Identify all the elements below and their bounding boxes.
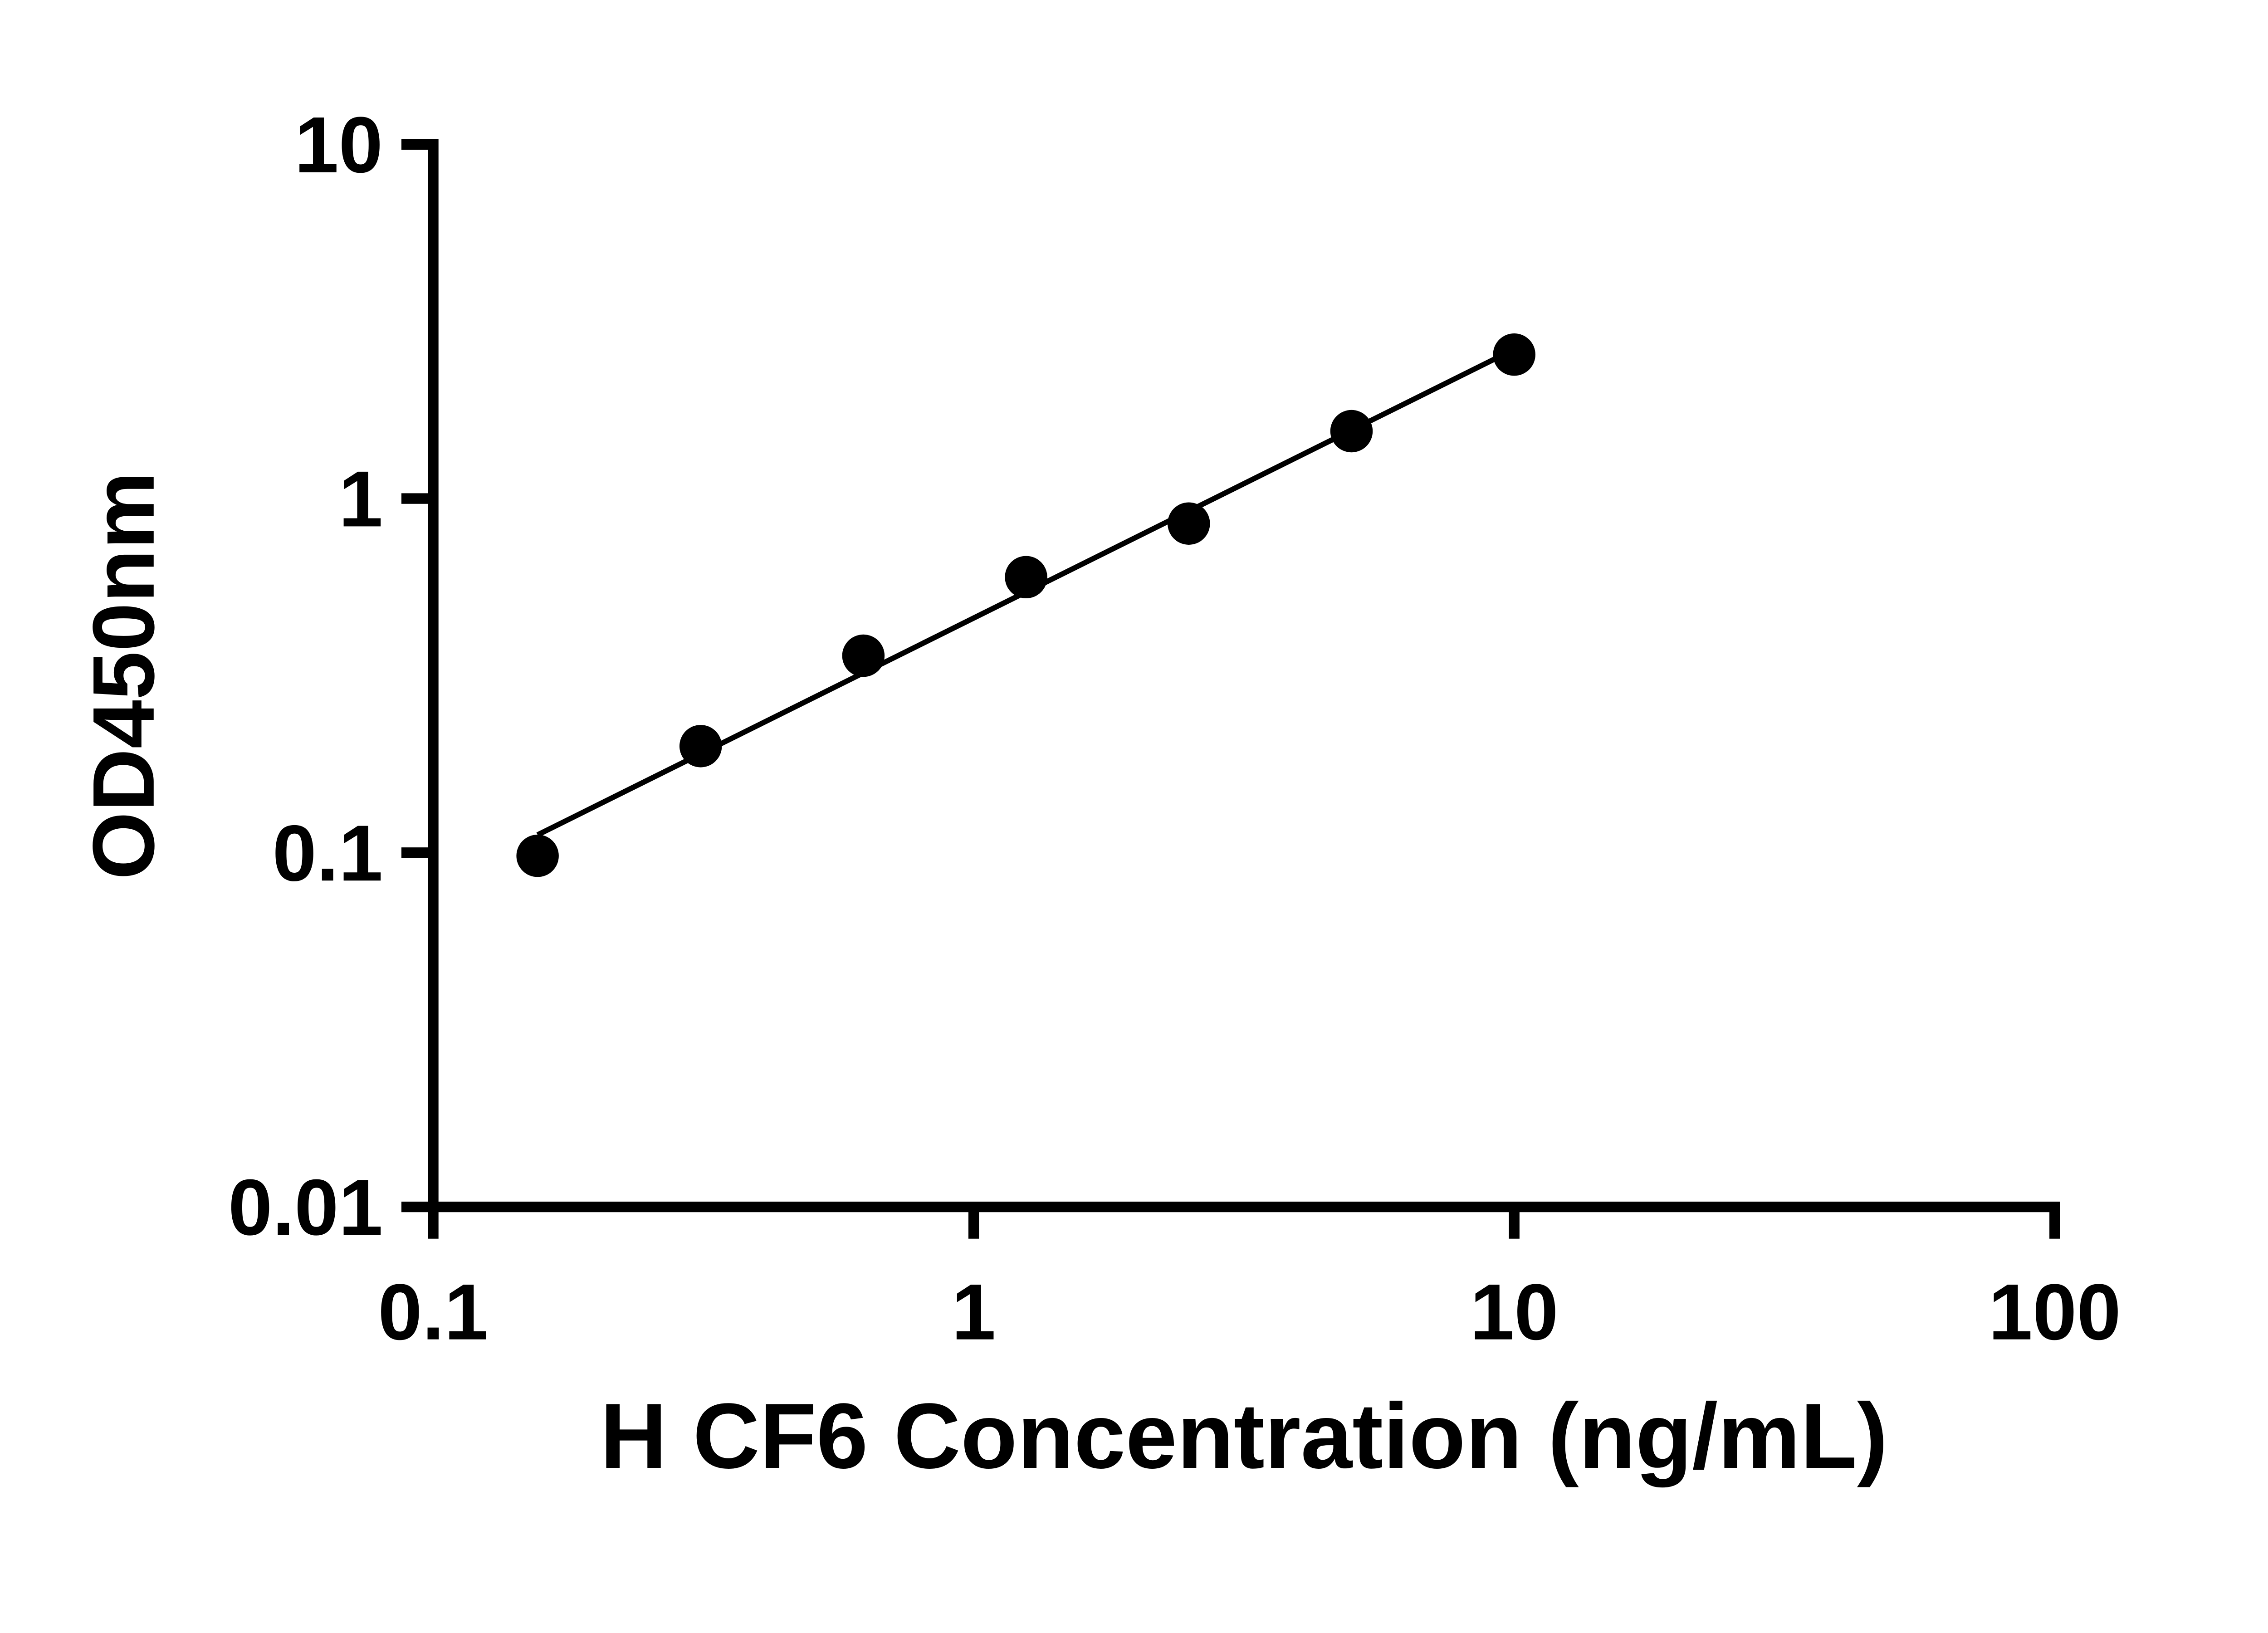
axes	[428, 139, 2060, 1213]
data-point	[516, 834, 559, 877]
y-tick-label: 0.1	[272, 809, 383, 898]
chart-canvas: 0.1 1 10 100 0.01 0.1 1 10 H CF6 Concentration …	[74, 100, 2121, 1488]
data-point	[1005, 556, 1047, 599]
x-tick-label: 1	[952, 1268, 996, 1357]
axis-tick-labels: 0.1 1 10 100 0.01 0.1 1 10	[228, 101, 2121, 1357]
x-axis-title: H CF6 Concentration (ng/mL)	[600, 1384, 1888, 1488]
y-tick-label: 10	[294, 101, 383, 190]
plot-series	[516, 333, 1535, 877]
axis-ticks	[401, 139, 2060, 1239]
elisa-standard-curve-figure: 0.1 1 10 100 0.01 0.1 1 10 H CF6 Concentration …	[74, 100, 2121, 1488]
data-point	[1330, 410, 1373, 453]
data-point	[842, 634, 885, 677]
y-tick-label: 0.01	[228, 1163, 383, 1252]
x-tick-label: 0.1	[378, 1268, 489, 1357]
data-point	[679, 725, 722, 768]
y-tick-label: 1	[339, 455, 383, 543]
x-tick-label: 100	[1989, 1268, 2121, 1357]
y-axis-title: OD450nm	[75, 472, 172, 880]
x-tick-label: 10	[1470, 1268, 1559, 1357]
axis-spine	[428, 139, 2060, 1213]
data-point	[1493, 333, 1535, 376]
data-point	[1168, 502, 1210, 545]
